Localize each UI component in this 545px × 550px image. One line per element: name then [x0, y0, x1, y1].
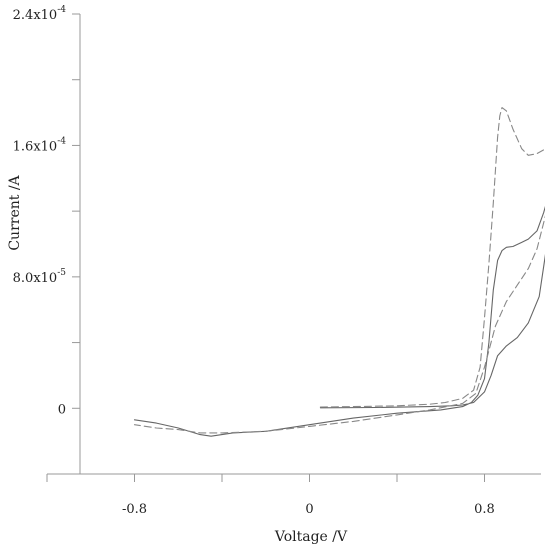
- x-axis-title: Voltage /V: [274, 529, 348, 545]
- y-tick-label-base: 1.6x10: [13, 139, 58, 154]
- solid-curve: [133, 205, 545, 437]
- x-tick-label: 0: [305, 502, 313, 517]
- y-tick-label: 2.4x10-4: [13, 5, 67, 23]
- y-tick-label-exponent: -4: [57, 5, 66, 15]
- y-tick-label-exponent: -4: [57, 136, 66, 146]
- y-tick-label-exponent: -5: [57, 268, 66, 278]
- y-ticks: 08.0x10-51.6x10-42.4x10-4: [13, 5, 80, 475]
- x-ticks: -0.8 0 0.8: [46, 474, 495, 517]
- y-axis-title: Current /A: [7, 174, 23, 250]
- plot-curves: [133, 107, 545, 437]
- y-tick-label: 0: [58, 402, 66, 417]
- x-tick-label: 0.8: [474, 502, 495, 517]
- y-tick-label: 8.0x10-5: [13, 268, 67, 286]
- axes: -0.8 0 0.8 08.0x10-51.6x10-42.4x10-4: [13, 5, 541, 517]
- dashed-curve: [133, 107, 545, 434]
- y-tick-label-base: 0: [58, 402, 66, 417]
- y-tick-label: 1.6x10-4: [13, 136, 67, 154]
- x-tick-label: -0.8: [122, 502, 147, 517]
- y-tick-label-base: 2.4x10: [13, 8, 58, 23]
- y-tick-label-base: 8.0x10: [13, 271, 58, 286]
